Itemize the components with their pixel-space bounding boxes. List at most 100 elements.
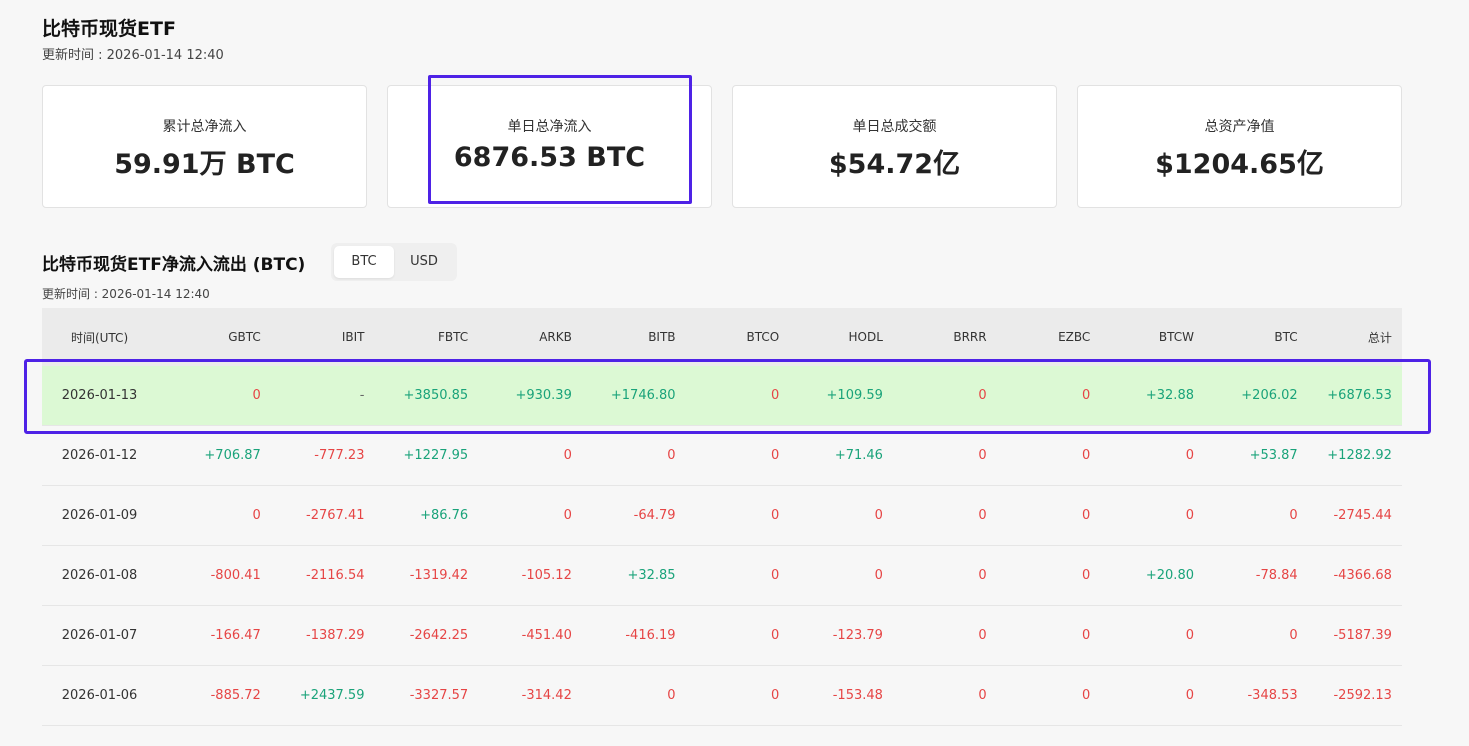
column-header: BITB: [648, 330, 676, 344]
flow-cell: 0: [667, 448, 676, 463]
flow-cell: +930.39: [515, 388, 572, 403]
card-daily-volume: 单日总成交额 $54.72亿: [732, 85, 1057, 208]
card-value: 59.91万 BTC: [114, 149, 295, 180]
flow-cell: -153.48: [832, 688, 883, 703]
flow-cell: -416.19: [625, 628, 676, 643]
flow-cell: -78.84: [1255, 568, 1298, 583]
card-total-nav: 总资产净值 $1204.65亿: [1077, 85, 1402, 208]
toggle-btc[interactable]: BTC: [334, 246, 394, 278]
flow-cell: -1319.42: [409, 568, 469, 583]
card-label: 单日总成交额: [852, 119, 937, 135]
flow-cell: 0: [978, 688, 987, 703]
flow-cell: 0: [252, 388, 261, 403]
flow-cell: 0: [1289, 508, 1298, 523]
flow-cell: 0: [563, 448, 572, 463]
flow-cell: 0: [978, 628, 987, 643]
column-header: 总计: [1367, 330, 1392, 345]
column-header: ARKB: [539, 330, 572, 344]
date-cell: 2026-01-07: [61, 628, 138, 643]
flow-cell: 0: [1082, 628, 1091, 643]
flow-cell: 0: [252, 508, 261, 523]
column-header: 时间(UTC): [70, 330, 129, 345]
flow-cell: +32.88: [1145, 388, 1194, 403]
column-header: EZBC: [1058, 330, 1091, 344]
column-header: BTCO: [746, 330, 780, 344]
page-title: 比特币现货ETF: [42, 18, 176, 40]
currency-toggle: BTC USD: [331, 243, 457, 281]
flow-cell: +109.59: [826, 388, 883, 403]
flow-cell: -1387.29: [306, 628, 365, 643]
flow-cell: 0: [770, 508, 780, 523]
card-daily-inflow: 单日总净流入 6876.53 BTC: [387, 85, 712, 208]
date-cell: 2026-01-12: [61, 448, 138, 463]
date-cell: 2026-01-09: [61, 508, 138, 523]
flow-cell: +86.76: [420, 508, 469, 523]
card-label: 单日总净流入: [507, 119, 592, 135]
table-row: 2026-01-06 -885.72 +2437.59 -3327.57 -314.42…: [42, 666, 1402, 726]
flow-cell: 0: [1082, 568, 1091, 583]
flow-cell: -451.40: [521, 628, 572, 643]
flow-cell: 0: [1082, 688, 1091, 703]
flow-cell: 0: [1082, 388, 1091, 403]
flow-cell: 0: [978, 388, 987, 403]
flow-cell: 0: [978, 568, 987, 583]
table-row: 2026-01-08 -800.41 -2116.54 -1319.42 -105.12…: [42, 546, 1402, 606]
flow-cell: 0: [1289, 628, 1298, 643]
flow-cell: 0: [770, 688, 780, 703]
flow-cell: -800.41: [210, 568, 261, 583]
column-header: IBIT: [341, 330, 365, 344]
column-header: FBTC: [438, 330, 469, 344]
updated-time: 更新时间 : 2026-01-14 12:40: [42, 48, 224, 63]
flow-cell: +1282.92: [1327, 448, 1392, 463]
flow-cell: +206.02: [1241, 388, 1298, 403]
flow-cell: -2642.25: [409, 628, 469, 643]
toggle-usd[interactable]: USD: [410, 254, 438, 269]
flow-cell: +6876.53: [1327, 388, 1392, 403]
flow-cell: 0: [1185, 508, 1194, 523]
flow-cell: 0: [770, 448, 780, 463]
flow-cell: -2592.13: [1333, 688, 1392, 703]
flow-cell: -5187.39: [1333, 628, 1392, 643]
flows-table: 时间(UTC) GBTC IBIT FBTC ARKB BITB BTCO HODL BRRR E…: [42, 308, 1402, 726]
card-cumulative-inflow: 累计总净流入 59.91万 BTC: [42, 85, 367, 208]
column-header: GBTC: [228, 330, 261, 344]
flow-cell: -2767.41: [306, 508, 365, 523]
flows-title: 比特币现货ETF净流入流出 (BTC): [42, 255, 306, 275]
date-cell: 2026-01-13: [61, 388, 138, 403]
flow-cell: -777.23: [314, 448, 365, 463]
flow-cell: 0: [1185, 448, 1194, 463]
flow-cell: 0: [978, 448, 987, 463]
flow-cell: 0: [1185, 688, 1194, 703]
table-row: 2026-01-12 +706.87 -777.23 +1227.95 0 0 0 +71.4…: [42, 426, 1402, 486]
table-body: 2026-01-13 0 - +3850.85 +930.39 +1746.80 0 +109…: [42, 366, 1402, 726]
flow-cell: -2116.54: [306, 568, 365, 583]
flow-cell: 0: [770, 628, 780, 643]
table-row: 2026-01-13 0 - +3850.85 +930.39 +1746.80 0 +109…: [42, 366, 1402, 426]
flow-cell: -2745.44: [1333, 508, 1392, 523]
flow-cell: +2437.59: [299, 688, 365, 703]
flow-cell: -314.42: [521, 688, 572, 703]
flow-cell: 0: [770, 568, 780, 583]
column-header: BTCW: [1158, 330, 1194, 344]
flow-cell: -348.53: [1247, 688, 1298, 703]
date-cell: 2026-01-06: [61, 688, 138, 703]
flow-cell: +1746.80: [610, 388, 676, 403]
flow-cell: -4366.68: [1333, 568, 1392, 583]
flow-cell: 0: [978, 508, 987, 523]
flow-cell: 0: [1082, 448, 1091, 463]
flow-cell: +3850.85: [403, 388, 469, 403]
card-label: 总资产净值: [1204, 119, 1275, 135]
summary-cards: 累计总净流入 59.91万 BTC 单日总净流入 6876.53 BTC 单日总…: [42, 85, 1402, 208]
card-value: $54.72亿: [828, 149, 961, 180]
flow-cell: -123.79: [832, 628, 883, 643]
flow-cell: -105.12: [521, 568, 572, 583]
flow-cell: 0: [770, 388, 780, 403]
flow-cell: -885.72: [210, 688, 261, 703]
table-row: 2026-01-09 0 -2767.41 +86.76 0 -64.79 0 0 0 0 0 0 -2…: [42, 486, 1402, 546]
flow-cell: -64.79: [633, 508, 676, 523]
column-header: BRRR: [953, 330, 987, 344]
flow-cell: -: [359, 388, 365, 403]
flow-cell: 0: [874, 508, 883, 523]
flow-cell: -166.47: [210, 628, 261, 643]
